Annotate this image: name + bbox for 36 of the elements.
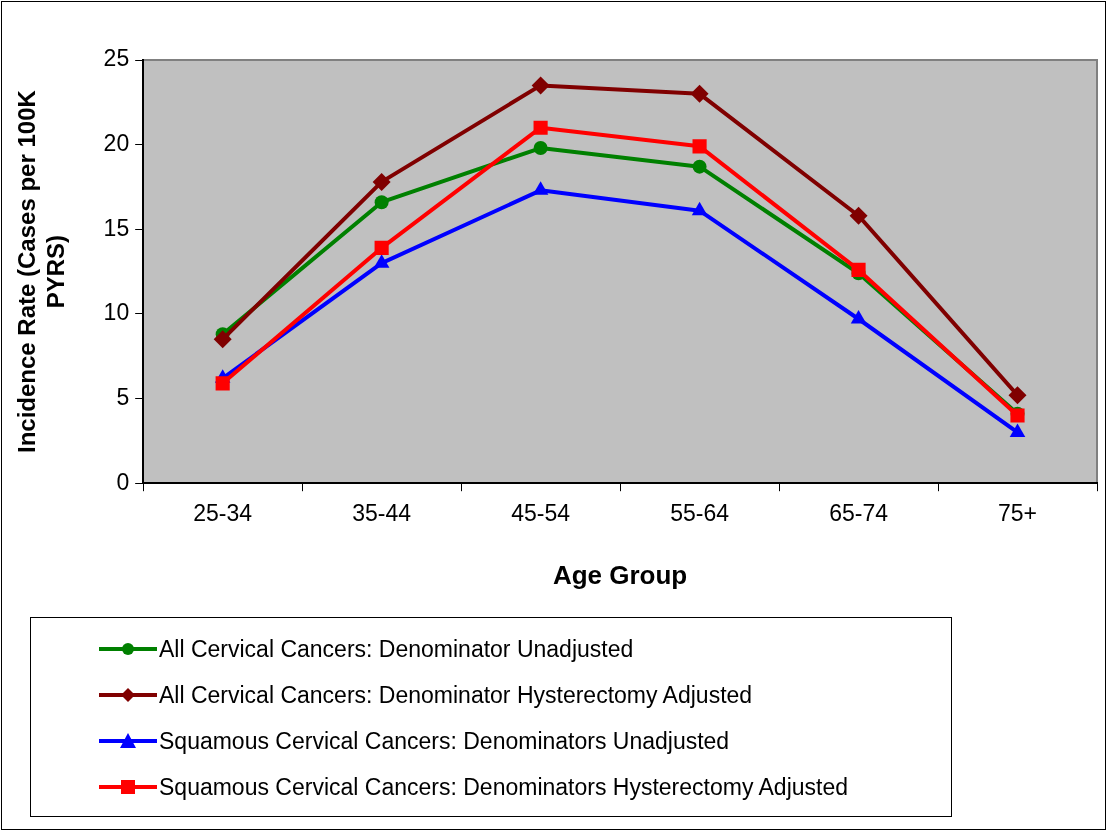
x-tick-label: 45-54 bbox=[511, 500, 571, 527]
legend-label: Squamous Cervical Cancers: Denominators Unadjusted bbox=[159, 727, 730, 755]
y-tick-label: 0 bbox=[116, 468, 130, 495]
y-tick-label: 10 bbox=[103, 299, 130, 326]
point bbox=[1009, 423, 1026, 437]
point bbox=[851, 262, 866, 277]
point bbox=[374, 240, 389, 255]
y-axis-title: Incidence Rate (Cases per 100K PYRS) bbox=[13, 89, 69, 454]
legend-label: All Cervical Cancers: Denominator Hysterectomy Adjusted bbox=[159, 681, 753, 709]
y-tick-label: 15 bbox=[103, 214, 130, 241]
legend-label: Squamous Cervical Cancers: Denominators Hysterectomy Adjusted bbox=[159, 773, 849, 801]
point bbox=[531, 76, 550, 95]
point bbox=[215, 376, 230, 391]
point bbox=[373, 254, 390, 268]
point bbox=[372, 172, 391, 191]
point bbox=[533, 141, 548, 156]
x-tick-label: 55-64 bbox=[670, 500, 730, 527]
point bbox=[692, 139, 707, 154]
point bbox=[690, 84, 709, 103]
point bbox=[374, 195, 389, 210]
y-tick-label: 25 bbox=[103, 45, 130, 72]
x-axis-title: Age Group bbox=[552, 559, 688, 590]
y-tick-label: 20 bbox=[103, 129, 130, 156]
x-tick-label: 25-34 bbox=[193, 500, 253, 527]
x-tick-label: 65-74 bbox=[829, 500, 889, 527]
point bbox=[213, 330, 232, 349]
point bbox=[691, 201, 708, 216]
point bbox=[849, 206, 868, 225]
point bbox=[1008, 386, 1027, 405]
point bbox=[533, 120, 548, 135]
point bbox=[692, 159, 707, 174]
x-tick-label: 75+ bbox=[998, 500, 1038, 527]
y-tick-label: 5 bbox=[116, 383, 130, 410]
x-tick-label: 35-44 bbox=[352, 500, 412, 527]
legend-label: All Cervical Cancers: Denominator Unadjusted bbox=[159, 635, 634, 663]
point bbox=[850, 310, 867, 324]
